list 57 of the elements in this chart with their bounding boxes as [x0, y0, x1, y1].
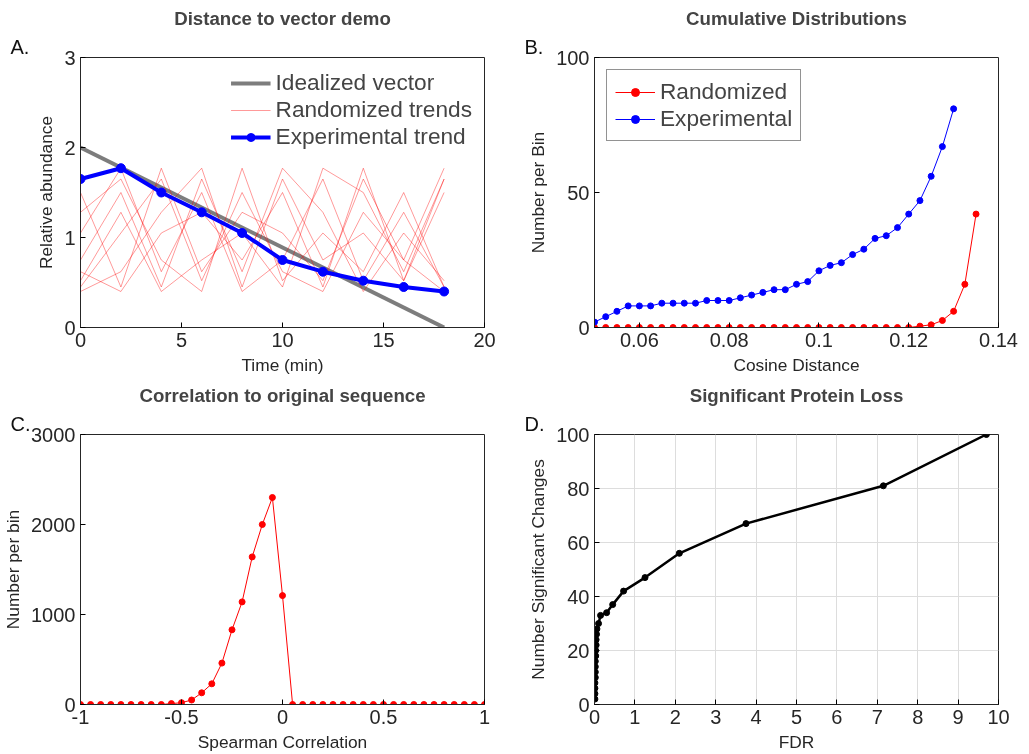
x-axis-title: FDR: [778, 731, 815, 752]
y-axis-title: Number per bin: [3, 509, 24, 630]
chart-title: Significant Protein Loss: [689, 384, 904, 406]
chart-title: Distance to vector demo: [174, 7, 391, 29]
y-tick-label: 1000: [31, 603, 76, 626]
x-tick-label: 3: [710, 705, 722, 728]
x-tick-label: 2: [669, 705, 681, 728]
y-tick-label: 100: [556, 46, 590, 69]
x-tick-label: 0.5: [369, 705, 398, 728]
x-tick-label: -0.5: [164, 705, 199, 728]
y-tick-label: 80: [567, 477, 590, 500]
legend-label: Randomized trends: [275, 96, 472, 123]
x-axis-title: Spearman Correlation: [197, 731, 368, 752]
x-tick-label: 0.1: [805, 328, 833, 351]
x-tick-label: 0.06: [619, 328, 659, 351]
y-axis-title: Number per Bin: [528, 131, 549, 254]
text: B.: [524, 35, 544, 58]
y-axis-title: Number Significant Changes: [528, 458, 549, 680]
y-tick-label: 20: [567, 639, 590, 662]
y-tick-label: 50: [567, 181, 590, 204]
text: A.: [10, 35, 30, 58]
x-tick-label: 9: [952, 705, 964, 728]
y-tick-label: 3000: [31, 423, 76, 446]
x-tick-label: 15: [372, 328, 395, 351]
x-tick-label: 10: [987, 705, 1010, 728]
x-tick-label: 1: [478, 705, 491, 728]
legend-label: Experimental: [660, 105, 793, 132]
legend-label: Experimental trend: [275, 123, 466, 150]
x-tick-label: 10: [271, 328, 294, 351]
text: D.: [524, 412, 545, 435]
legend-label: Idealized vector: [275, 69, 435, 96]
chart-title: Correlation to original sequence: [139, 384, 426, 406]
y-tick-label: 2: [64, 136, 76, 159]
x-axis-title: Time (min): [241, 354, 324, 375]
x-tick-label: 0.08: [709, 328, 749, 351]
y-tick-label: 60: [567, 531, 590, 554]
legend-label: Randomized: [660, 78, 788, 105]
x-tick-label: 0.12: [889, 328, 929, 351]
y-tick-label: 1: [64, 226, 76, 249]
y-tick-label: 100: [556, 423, 590, 446]
x-tick-label: 0.14: [979, 328, 1018, 351]
y-axis-title: Relative abundance: [36, 115, 57, 270]
y-tick-label: 2000: [31, 513, 76, 536]
x-tick-label: 0: [276, 705, 289, 728]
x-axis-title: Cosine Distance: [733, 354, 860, 375]
y-tick-label: 40: [567, 585, 590, 608]
x-tick-label: 7: [871, 705, 883, 728]
x-tick-label: 8: [912, 705, 924, 728]
x-tick-label: 6: [831, 705, 843, 728]
x-tick-label: 5: [790, 705, 803, 728]
text: C.: [10, 412, 31, 435]
x-tick-label: 20: [473, 328, 496, 351]
chart-title: Cumulative Distributions: [686, 7, 907, 29]
x-tick-label: 4: [750, 705, 762, 728]
y-tick-label: 3: [64, 46, 76, 69]
x-tick-label: 5: [175, 328, 188, 351]
x-tick-label: 1: [629, 705, 641, 728]
